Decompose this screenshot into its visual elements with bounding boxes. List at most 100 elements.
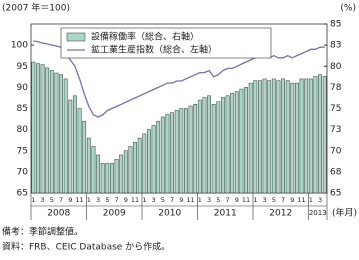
right-axis-label: (%) xyxy=(340,4,356,14)
x-tick-label: 1 xyxy=(309,196,313,204)
bar xyxy=(244,87,248,194)
x-tick-label: 3 xyxy=(40,196,44,204)
bar xyxy=(63,78,68,194)
x-tick-label: 1 xyxy=(253,196,257,204)
legend-label: 鉱工業生産指数（総合、左軸） xyxy=(91,44,217,56)
bar xyxy=(100,163,105,194)
bar xyxy=(221,97,225,194)
bar xyxy=(96,154,100,194)
bar xyxy=(147,129,151,194)
bar xyxy=(285,80,290,194)
x-tick-label: 3 xyxy=(318,196,322,204)
x-tick-label: 9 xyxy=(290,196,294,204)
bar xyxy=(36,63,40,194)
bar xyxy=(184,108,188,194)
x-tick-label: 3 xyxy=(96,196,100,204)
x-tick-label: 1 xyxy=(198,196,202,204)
bar xyxy=(128,146,133,194)
y-tick-label: 85 xyxy=(17,104,28,114)
y2-tick-label: 75 xyxy=(330,104,341,114)
bar xyxy=(239,88,244,194)
y2-tick-label: 73 xyxy=(330,125,341,135)
bar xyxy=(45,67,50,194)
x-tick-label: 9 xyxy=(124,196,128,204)
bar xyxy=(110,163,114,194)
year-label: 2011 xyxy=(214,209,237,219)
x-tick-label: 7 xyxy=(281,196,285,204)
bar xyxy=(49,70,54,194)
legend-swatch xyxy=(66,32,86,42)
bar xyxy=(313,76,318,194)
bar xyxy=(253,80,258,194)
bar xyxy=(188,105,193,194)
bar xyxy=(318,74,322,194)
bar xyxy=(230,93,235,194)
y2-tick-label: 78 xyxy=(330,83,342,93)
bar xyxy=(216,101,221,194)
bar xyxy=(31,61,36,194)
bar xyxy=(271,78,276,194)
x-tick-label: 9 xyxy=(179,196,183,204)
x-tick-label: 11 xyxy=(131,196,139,204)
x-axis-label: (年月) xyxy=(332,207,357,219)
bar xyxy=(262,78,267,194)
bar xyxy=(40,64,45,194)
x-tick-label: 7 xyxy=(59,196,63,204)
bar xyxy=(304,78,309,194)
bar xyxy=(68,99,73,194)
bar xyxy=(248,82,253,194)
bar xyxy=(165,114,170,194)
bar xyxy=(299,78,304,194)
bar xyxy=(156,120,161,194)
x-tick-label: 1 xyxy=(31,196,35,204)
note: 備考：季節調整値。 xyxy=(2,226,83,238)
y2-tick-label: 80 xyxy=(330,62,342,72)
x-tick-label: 3 xyxy=(262,196,266,204)
legend-box xyxy=(60,27,272,59)
bar xyxy=(142,133,147,194)
y-tick-label: 90 xyxy=(17,83,29,93)
y2-tick-label: 65 xyxy=(330,189,341,199)
bar xyxy=(59,74,63,194)
bar xyxy=(174,109,179,194)
y-tick-label: 80 xyxy=(17,125,29,135)
y-tick-label: 100 xyxy=(11,41,28,51)
x-tick-label: 11 xyxy=(186,196,194,204)
bar xyxy=(151,125,156,194)
bar xyxy=(86,137,91,194)
y2-tick-label: 70 xyxy=(330,146,342,156)
y-tick-label: 75 xyxy=(17,146,28,156)
y2-tick-label: 68 xyxy=(330,167,342,177)
y2-tick-label: 85 xyxy=(330,20,341,30)
bar xyxy=(160,116,165,194)
bar xyxy=(281,78,285,194)
y-tick-label: 70 xyxy=(17,167,29,177)
bar xyxy=(91,146,96,194)
bar xyxy=(119,154,124,194)
x-tick-label: 5 xyxy=(272,196,276,204)
x-tick-label: 1 xyxy=(142,196,146,204)
line xyxy=(33,40,325,118)
legend-label: 設備稼働率（総合、右軸） xyxy=(91,31,199,43)
bar xyxy=(54,72,59,194)
x-tick-label: 7 xyxy=(225,196,229,204)
bar xyxy=(137,137,142,194)
bar xyxy=(193,104,198,194)
year-label: 2013 xyxy=(309,209,327,217)
x-tick-label: 1 xyxy=(87,196,91,204)
bar xyxy=(202,97,207,194)
year-label: 2009 xyxy=(103,209,126,219)
bar xyxy=(225,95,230,194)
year-label: 2010 xyxy=(158,209,181,219)
left-axis-label: (2007 年＝100) xyxy=(2,2,70,14)
y2-tick-label: 83 xyxy=(330,41,341,51)
bar xyxy=(295,82,299,194)
x-tick-label: 5 xyxy=(105,196,109,204)
bar xyxy=(322,76,327,194)
bar xyxy=(179,108,184,194)
bar xyxy=(234,91,239,194)
x-tick-label: 11 xyxy=(242,196,250,204)
bar xyxy=(258,80,262,194)
bar xyxy=(73,95,77,194)
